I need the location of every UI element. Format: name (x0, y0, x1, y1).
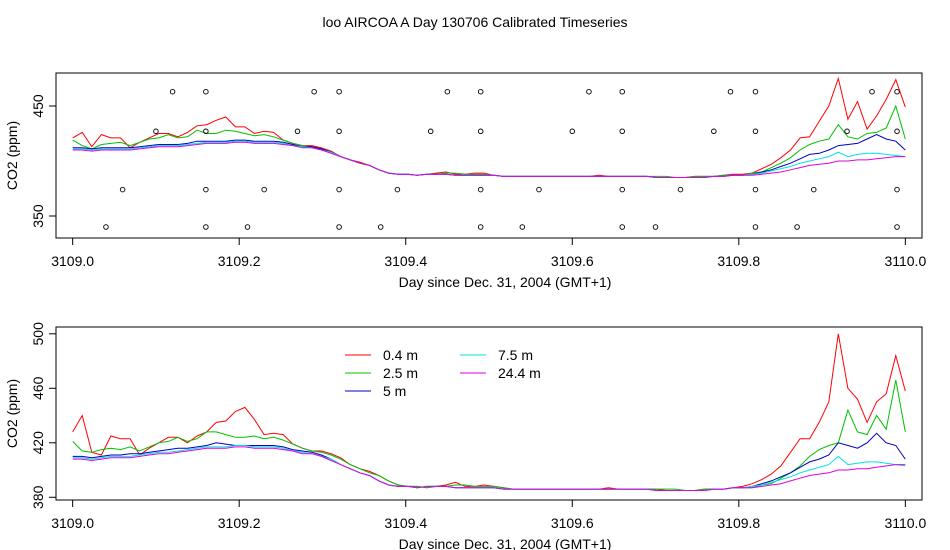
x-tick-label: 3109.0 (51, 253, 94, 269)
x-tick-label: 3109.2 (218, 515, 261, 531)
scatter-point (261, 186, 267, 193)
scatter-point (244, 224, 251, 230)
scatter-point (894, 128, 900, 135)
x-axis-label: Day since Dec. 31, 2004 (GMT+1) (399, 274, 612, 290)
scatter-point (794, 224, 800, 230)
y-tick-label: 450 (30, 94, 46, 118)
scatter-point (752, 128, 759, 135)
scatter-point (311, 88, 317, 95)
scatter-point (586, 88, 592, 95)
top-panel: 3109.0 3109.2 3109.4 3109.6 3109.8 3110.0 350 4… (4, 72, 926, 290)
series-line (72, 76, 906, 178)
x-tick-label: 3109.8 (717, 253, 760, 269)
scatter-point (294, 128, 301, 135)
scatter-point (677, 186, 684, 193)
legend-label: 7.5 m (498, 347, 533, 363)
scatter-point (894, 88, 900, 95)
scatter-point (203, 186, 209, 193)
scatter-point (336, 128, 342, 135)
bottom-panel: 3109.0 3109.2 3109.4 3109.6 3109.8 3110.0 380 4… (4, 322, 926, 550)
scatter-point (477, 128, 484, 135)
series-line (72, 141, 906, 178)
scatter-point (519, 224, 526, 230)
scatter-point (336, 186, 342, 193)
y-tick-label: 420 (30, 431, 46, 455)
series-line (72, 446, 906, 491)
scatter-point (103, 224, 109, 230)
series-line (72, 432, 906, 491)
legend-label: 0.4 m (383, 347, 418, 363)
x-tick-label: 3109.4 (384, 515, 427, 531)
scatter-point (169, 88, 176, 95)
scatter-point (477, 186, 484, 193)
y-tick-label: 500 (30, 322, 46, 346)
scatter-point (727, 88, 734, 95)
scatter-point (569, 128, 576, 135)
scatter-point (844, 128, 850, 135)
x-axis-label: Day since Dec. 31, 2004 (GMT+1) (399, 536, 612, 550)
scatter-point (894, 224, 900, 230)
scatter-point (203, 128, 209, 135)
scatter-point (477, 88, 484, 95)
x-tick-label: 3109.4 (384, 253, 427, 269)
scatter-point (869, 88, 875, 95)
scatter-point (711, 128, 717, 135)
legend-label: 2.5 m (383, 365, 418, 381)
scatter-point (427, 128, 434, 135)
scatter-point (619, 186, 625, 193)
scatter-point (119, 186, 126, 193)
scatter-point (619, 224, 625, 230)
scatter-point (336, 88, 342, 95)
scatter-point (752, 88, 759, 95)
y-tick-label: 350 (30, 204, 46, 228)
y-tick-label: 460 (30, 376, 46, 400)
scatter-point (619, 88, 625, 95)
scatter-point (336, 224, 342, 230)
legend-label: 5 m (383, 383, 406, 399)
scatter-point (811, 186, 817, 193)
x-tick-label: 3109.6 (551, 515, 594, 531)
x-tick-label: 3109.0 (51, 515, 94, 531)
x-tick-label: 3110.0 (884, 515, 926, 531)
y-axis-label: CO2 (ppm) (4, 121, 20, 190)
legend-label: 24.4 m (498, 365, 541, 381)
scatter-point (536, 186, 542, 193)
scatter-point (203, 88, 209, 95)
figure-title: loo AIRCOA A Day 130706 Calibrated Times… (322, 14, 627, 30)
x-tick-label: 3109.8 (717, 515, 760, 531)
x-tick-label: 3110.0 (884, 253, 926, 269)
scatter-point (153, 128, 159, 135)
plot-frame (55, 72, 923, 239)
scatter-point (444, 88, 451, 95)
series-line (72, 380, 906, 491)
scatter-point (203, 224, 209, 230)
scatter-point (752, 224, 759, 230)
scatter-point (652, 224, 659, 230)
series-line (72, 104, 906, 178)
x-tick-label: 3109.2 (218, 253, 261, 269)
scatter-point (477, 224, 484, 230)
scatter-point (394, 186, 401, 193)
y-tick-label: 380 (30, 485, 46, 509)
x-tick-label: 3109.6 (551, 253, 594, 269)
scatter-point (619, 128, 625, 135)
scatter-point (752, 186, 759, 193)
series-line (72, 333, 906, 491)
series-line (72, 134, 906, 178)
scatter-point (894, 186, 900, 193)
y-axis-label: CO2 (ppm) (4, 379, 20, 448)
plot-frame (55, 326, 923, 501)
scatter-point (378, 224, 384, 230)
